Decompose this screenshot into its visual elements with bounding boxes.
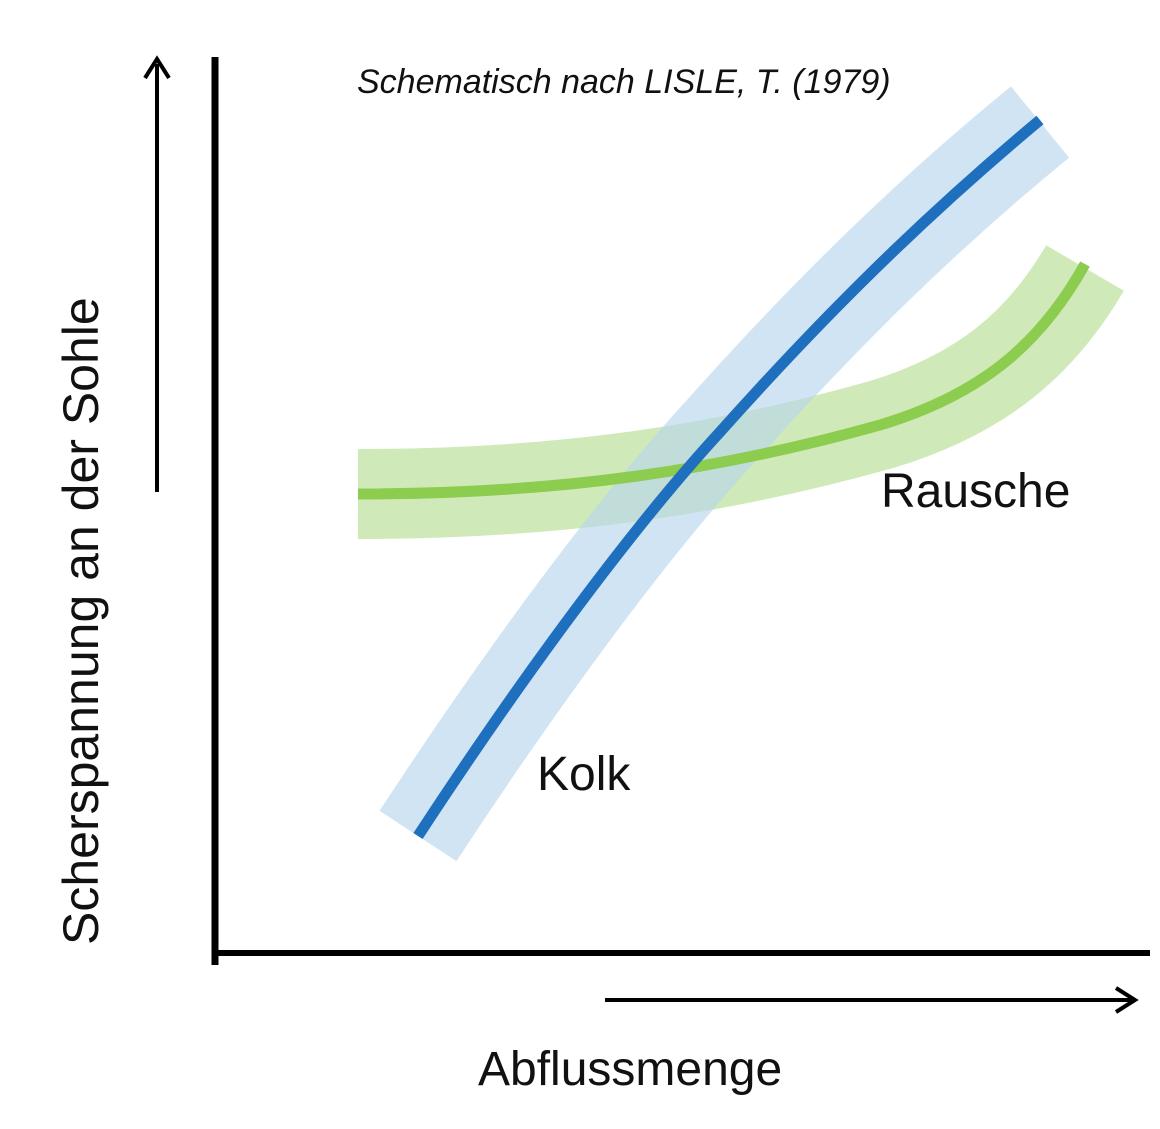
y-axis-label: Scherspannung an der Sohle — [53, 297, 109, 945]
diagram-title: Schematisch nach LISLE, T. (1979) — [357, 63, 891, 101]
kolk-curve — [413, 115, 1044, 840]
rausche-label: Rausche — [881, 465, 1070, 518]
x-direction-arrow — [605, 986, 1139, 1014]
rausche-curve — [357, 261, 1090, 500]
kolk-label: Kolk — [537, 748, 631, 801]
y-direction-arrow — [143, 55, 171, 492]
x-axis-label: Abflussmenge — [478, 1043, 782, 1096]
